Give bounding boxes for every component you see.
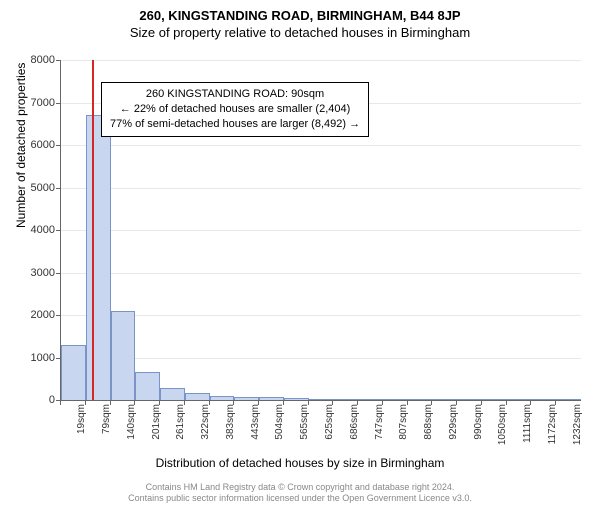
xtick-mark (209, 400, 210, 405)
histogram-bar (284, 398, 309, 400)
marker-line (92, 60, 94, 400)
info-box-line: ← 22% of detached houses are smaller (2,… (110, 102, 360, 117)
ytick-label: 2000 (5, 309, 55, 321)
chart-container: 260 KINGSTANDING ROAD: 90sqm← 22% of det… (60, 60, 580, 440)
grid-line (61, 145, 581, 146)
histogram-bar (383, 399, 408, 400)
histogram-bar (185, 393, 210, 400)
grid-line (61, 273, 581, 274)
xtick-label: 565sqm (299, 404, 310, 440)
xtick-label: 79sqm (101, 404, 112, 434)
xtick-label: 261sqm (175, 404, 186, 440)
footer-line-2: Contains public sector information licen… (0, 493, 600, 504)
xtick-mark (159, 400, 160, 405)
xtick-label: 201sqm (151, 404, 162, 440)
xtick-mark (407, 400, 408, 405)
grid-line (61, 60, 581, 61)
xtick-mark (283, 400, 284, 405)
histogram-bar (358, 399, 383, 400)
xtick-mark (60, 400, 61, 405)
xtick-mark (233, 400, 234, 405)
ytick-label: 3000 (5, 267, 55, 279)
ytick-mark (56, 230, 61, 231)
ytick-label: 5000 (5, 182, 55, 194)
xtick-label: 625sqm (324, 404, 335, 440)
ytick-label: 4000 (5, 224, 55, 236)
xtick-mark (110, 400, 111, 405)
xtick-label: 1050sqm (497, 404, 508, 445)
xtick-label: 929sqm (448, 404, 459, 440)
plot-area: 260 KINGSTANDING ROAD: 90sqm← 22% of det… (60, 60, 581, 401)
xtick-mark (184, 400, 185, 405)
histogram-bar (86, 115, 111, 400)
xtick-mark (555, 400, 556, 405)
chart-footer: Contains HM Land Registry data © Crown c… (0, 482, 600, 505)
ytick-mark (56, 145, 61, 146)
xtick-label: 383sqm (225, 404, 236, 440)
histogram-bar (234, 397, 259, 400)
xtick-label: 747sqm (374, 404, 385, 440)
histogram-bar (135, 372, 160, 400)
ytick-label: 7000 (5, 97, 55, 109)
ytick-mark (56, 103, 61, 104)
xtick-label: 504sqm (274, 404, 285, 440)
histogram-bar (507, 399, 532, 400)
xtick-label: 1172sqm (547, 404, 558, 444)
chart-title-main: 260, KINGSTANDING ROAD, BIRMINGHAM, B44 … (0, 8, 600, 23)
info-box-line: 77% of semi-detached houses are larger (… (110, 117, 360, 132)
histogram-bar (259, 397, 284, 400)
info-box-line: 260 KINGSTANDING ROAD: 90sqm (110, 87, 360, 102)
x-axis-title: Distribution of detached houses by size … (0, 456, 600, 470)
xtick-label: 140sqm (126, 404, 137, 440)
histogram-bar (61, 345, 86, 400)
xtick-label: 1111sqm (522, 404, 533, 443)
xtick-mark (456, 400, 457, 405)
histogram-bar (457, 399, 482, 400)
histogram-bar (556, 399, 581, 400)
grid-line (61, 230, 581, 231)
ytick-mark (56, 273, 61, 274)
grid-line (61, 188, 581, 189)
ytick-mark (56, 60, 61, 61)
xtick-label: 322sqm (200, 404, 211, 440)
xtick-mark (506, 400, 507, 405)
xtick-mark (382, 400, 383, 405)
footer-line-1: Contains HM Land Registry data © Crown c… (0, 482, 600, 493)
xtick-label: 990sqm (473, 404, 484, 440)
ytick-label: 0 (5, 394, 55, 406)
xtick-label: 686sqm (349, 404, 360, 440)
xtick-label: 443sqm (250, 404, 261, 440)
xtick-label: 868sqm (423, 404, 434, 440)
histogram-bar (160, 388, 185, 400)
chart-title-sub: Size of property relative to detached ho… (0, 25, 600, 40)
histogram-bar (482, 399, 507, 400)
histogram-bar (333, 399, 358, 400)
xtick-label: 807sqm (398, 404, 409, 440)
histogram-bar (210, 396, 235, 400)
histogram-bar (432, 399, 457, 400)
xtick-mark (357, 400, 358, 405)
grid-line (61, 315, 581, 316)
histogram-bar (309, 399, 334, 400)
xtick-mark (258, 400, 259, 405)
histogram-bar (408, 399, 433, 400)
xtick-mark (134, 400, 135, 405)
ytick-label: 6000 (5, 139, 55, 151)
xtick-mark (332, 400, 333, 405)
xtick-label: 19sqm (76, 404, 87, 434)
histogram-bar (531, 399, 556, 400)
xtick-mark (530, 400, 531, 405)
ytick-mark (56, 188, 61, 189)
xtick-mark (85, 400, 86, 405)
xtick-mark (308, 400, 309, 405)
xtick-label: 1232sqm (572, 404, 583, 445)
xtick-mark (481, 400, 482, 405)
ytick-mark (56, 315, 61, 316)
ytick-label: 1000 (5, 352, 55, 364)
info-box: 260 KINGSTANDING ROAD: 90sqm← 22% of det… (101, 82, 369, 137)
ytick-label: 8000 (5, 54, 55, 66)
histogram-bar (111, 311, 136, 400)
xtick-mark (431, 400, 432, 405)
grid-line (61, 358, 581, 359)
